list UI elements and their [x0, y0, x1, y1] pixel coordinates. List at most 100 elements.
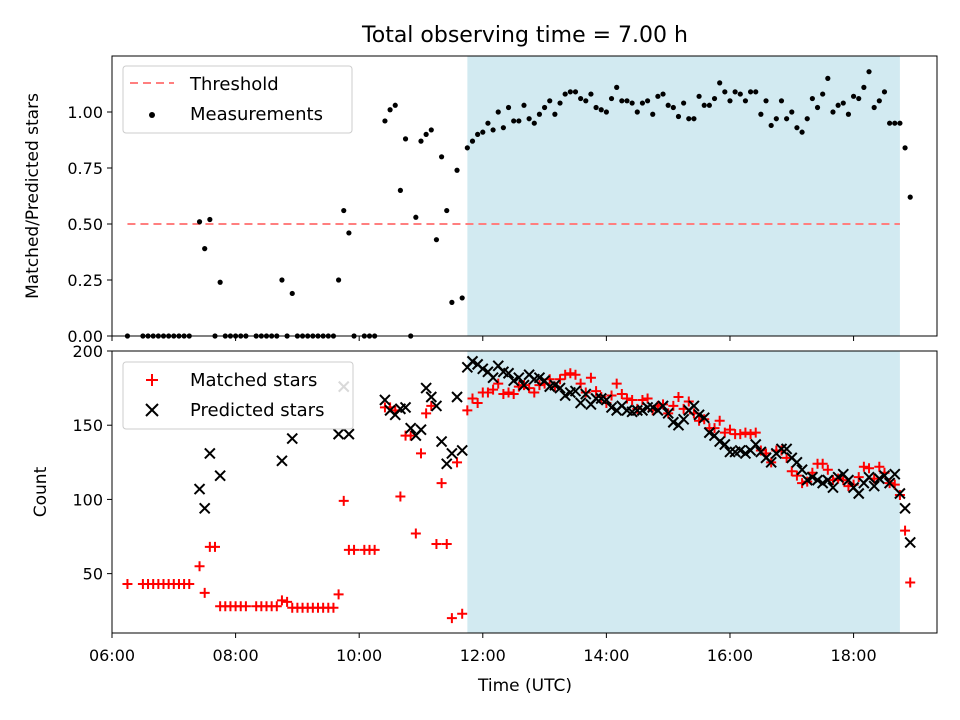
matched-star-point [858, 461, 869, 472]
y-tick-label: 0.25 [67, 271, 103, 290]
measurement-point [552, 111, 558, 117]
y-tick-label: 150 [72, 416, 103, 435]
measurement-point [567, 89, 573, 95]
matched-star-point [714, 415, 725, 426]
matched-star-point [488, 384, 499, 395]
measurement-point [578, 95, 584, 102]
predicted-star-point [549, 379, 561, 391]
predicted-star-point [636, 404, 649, 417]
predicted-star-point [822, 474, 834, 486]
measurement-point [845, 111, 852, 117]
matched-star-point [673, 392, 684, 403]
matched-star-point [900, 525, 911, 536]
measurement-point [655, 93, 661, 99]
matched-star-point [240, 601, 251, 612]
measurement-point [753, 89, 759, 95]
measurement-point [444, 207, 450, 214]
measurement-point [778, 98, 785, 104]
measurement-point [495, 109, 501, 115]
legend-matched-swatch [146, 374, 158, 386]
matched-star-point [894, 489, 905, 500]
predicted-star-point [894, 487, 906, 500]
measurement-point [438, 154, 445, 160]
predicted-star-point [641, 401, 654, 414]
matched-star-point [441, 538, 452, 549]
top-legend-box [122, 65, 353, 134]
matched-star-point [426, 400, 437, 411]
y-tick-label: 50 [83, 565, 103, 584]
measurement-point [696, 93, 702, 99]
legend-predicted-swatch [145, 403, 159, 417]
matched-star-point [560, 369, 571, 380]
measurement-point [737, 91, 743, 97]
predicted-star-point [806, 471, 819, 483]
predicted-star-point [569, 385, 582, 397]
measurement-point [433, 237, 440, 243]
measurement-point [660, 91, 666, 97]
predicted-star-point [724, 446, 736, 458]
measurement-point [547, 98, 553, 104]
x-tick-label: 10:00 [336, 646, 382, 665]
predicted-star-point [677, 413, 690, 425]
measurement-point [588, 91, 594, 97]
bottom-legend-box [122, 361, 354, 430]
matched-star-point [395, 491, 406, 502]
measurement-point [665, 102, 671, 108]
predicted-star-point [477, 363, 489, 375]
measurement-point [732, 89, 738, 95]
matched-star-point [482, 387, 493, 398]
measurement-point [480, 129, 486, 135]
predicted-star-point [425, 391, 437, 403]
bottom-axes-frame [111, 350, 938, 634]
top-panel: 0.00 0.25 0.50 0.75 1.00 Matched/Predicted s… [23, 55, 938, 346]
measurement-point [840, 100, 846, 106]
matched-star-point [611, 378, 622, 389]
matched-star-point [184, 579, 195, 590]
measurement-point [727, 98, 733, 104]
predicted-star-point [430, 400, 443, 412]
matched-star-point [658, 399, 669, 410]
top-shaded-region [467, 56, 900, 336]
count-points [122, 355, 916, 624]
measurement-point [202, 246, 208, 252]
matched-star-point [817, 458, 828, 469]
matched-star-point [421, 408, 432, 419]
predicted-star-point [451, 391, 463, 403]
bottom-legend: Matched stars Predicted stars [122, 361, 354, 430]
measurement-point [675, 113, 682, 120]
measurement-point [207, 216, 213, 223]
matched-star-point [853, 472, 864, 483]
measurement-point [608, 95, 615, 102]
measurement-point [449, 299, 455, 305]
matched-star-point [735, 429, 746, 440]
measurement-point [825, 75, 831, 81]
measurement-point [402, 136, 409, 142]
measurement-point [459, 295, 465, 301]
bottom-panel: 50 100 150 200 06:00 08:00 10:00 12:00 14:00 16:… [31, 342, 938, 696]
predicted-star-point [647, 401, 659, 414]
measurement-point [485, 120, 491, 126]
predicted-star-point [276, 455, 288, 467]
measurement-point [794, 125, 800, 131]
x-tick-label: 16:00 [707, 646, 753, 665]
y-tick-label: 1.00 [67, 103, 103, 122]
measurement-point [423, 131, 429, 137]
matched-star-point [750, 427, 761, 438]
measurement-point [742, 98, 749, 104]
y-tick-label: 100 [72, 490, 103, 509]
top-y-axis-label: Matched/Predicted stars [23, 93, 43, 299]
matched-star-point [570, 369, 581, 380]
measurement-point [500, 125, 506, 131]
measurement-point [603, 109, 609, 115]
measurement-point [711, 95, 718, 102]
measurement-point [809, 95, 815, 102]
measurement-point [572, 89, 579, 95]
measurement-point [335, 277, 342, 283]
measurement-point [717, 80, 723, 86]
matched-star-point [472, 397, 483, 408]
matched-star-point [580, 387, 591, 398]
matched-star-point [452, 457, 463, 468]
predicted-star-point [204, 447, 216, 460]
predicted-star-point [667, 416, 680, 428]
